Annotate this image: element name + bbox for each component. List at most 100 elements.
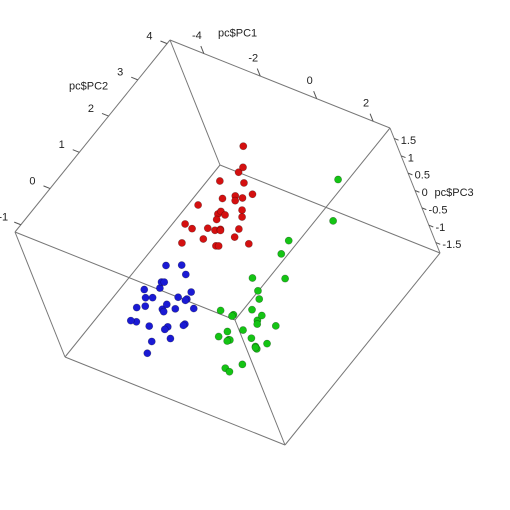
point bbox=[160, 325, 169, 334]
y-tick-label: 0 bbox=[29, 175, 35, 187]
point bbox=[247, 334, 256, 343]
point bbox=[216, 306, 225, 315]
point bbox=[162, 261, 170, 270]
x-tick-label: -2 bbox=[248, 53, 258, 65]
box-edge bbox=[14, 39, 171, 233]
point bbox=[181, 270, 190, 279]
box bbox=[14, 39, 441, 446]
point bbox=[231, 196, 240, 205]
x-axis-label: pc$PC1 bbox=[218, 27, 257, 39]
box-edge bbox=[14, 231, 236, 321]
x-tick bbox=[200, 45, 205, 54]
point bbox=[179, 321, 188, 330]
point bbox=[166, 334, 175, 343]
point bbox=[253, 320, 262, 328]
point bbox=[203, 224, 212, 233]
point bbox=[230, 233, 239, 242]
point bbox=[148, 293, 157, 302]
y-tick bbox=[101, 112, 109, 117]
point bbox=[126, 316, 135, 325]
point bbox=[284, 236, 293, 245]
point bbox=[178, 239, 186, 247]
point bbox=[216, 226, 225, 235]
point bbox=[160, 278, 169, 287]
point bbox=[141, 293, 150, 302]
z-tick bbox=[435, 242, 441, 245]
y-tick bbox=[160, 40, 168, 45]
point bbox=[194, 201, 203, 209]
x-tick-label: 0 bbox=[307, 75, 313, 87]
point bbox=[174, 293, 183, 302]
z-tick-label: -1 bbox=[435, 222, 445, 234]
x-tick bbox=[313, 90, 318, 99]
y-tick bbox=[43, 185, 51, 189]
box-edge bbox=[234, 319, 286, 446]
point bbox=[334, 175, 342, 184]
box-edge bbox=[64, 356, 286, 446]
box-edge bbox=[169, 39, 221, 166]
y-tick-label: 4 bbox=[146, 30, 152, 42]
z-tick bbox=[421, 207, 427, 211]
point bbox=[239, 142, 248, 151]
box-edge bbox=[14, 231, 66, 358]
x-tick-label: -4 bbox=[192, 30, 202, 42]
y-tick-label: 1 bbox=[59, 139, 65, 151]
point bbox=[159, 307, 168, 316]
point bbox=[239, 326, 247, 334]
y-tick-label: 2 bbox=[88, 103, 94, 115]
z-tick-label: 0.5 bbox=[415, 170, 430, 182]
point bbox=[248, 305, 256, 314]
point bbox=[223, 337, 232, 345]
box-edge bbox=[284, 252, 441, 446]
z-tick-label: 1 bbox=[408, 152, 414, 164]
z-tick-label: 1.5 bbox=[401, 135, 416, 147]
point bbox=[141, 302, 150, 311]
point bbox=[171, 304, 180, 313]
point bbox=[132, 303, 141, 312]
point bbox=[234, 168, 243, 177]
point bbox=[221, 211, 229, 219]
point bbox=[244, 239, 253, 248]
point bbox=[271, 321, 280, 330]
y-tick-label: -1 bbox=[0, 212, 8, 224]
axes: -4-202pc$PC1-101234pc$PC2-1.5-1-0.500.51… bbox=[0, 27, 474, 251]
y-tick bbox=[14, 221, 22, 226]
point bbox=[248, 274, 257, 282]
point bbox=[248, 190, 257, 199]
point bbox=[225, 367, 234, 376]
point bbox=[255, 295, 264, 303]
y-tick-label: 3 bbox=[117, 67, 123, 79]
point bbox=[177, 261, 186, 270]
point bbox=[238, 194, 247, 202]
point bbox=[281, 274, 290, 283]
point bbox=[277, 250, 286, 258]
point bbox=[228, 312, 236, 320]
point bbox=[188, 224, 196, 233]
point bbox=[162, 300, 171, 309]
point bbox=[214, 332, 223, 341]
point bbox=[257, 311, 266, 320]
z-tick-label: -0.5 bbox=[429, 204, 448, 216]
point bbox=[189, 304, 198, 313]
z-tick bbox=[414, 190, 420, 193]
z-tick-label: -1.5 bbox=[442, 239, 461, 251]
point bbox=[143, 349, 152, 358]
point bbox=[239, 163, 247, 172]
z-tick bbox=[393, 137, 399, 141]
point bbox=[263, 339, 271, 348]
point bbox=[140, 285, 149, 294]
x-tick bbox=[369, 113, 374, 122]
point bbox=[234, 225, 243, 233]
point bbox=[251, 343, 260, 352]
point bbox=[214, 242, 223, 250]
point bbox=[240, 179, 248, 187]
points bbox=[126, 142, 342, 376]
point bbox=[215, 177, 224, 185]
point bbox=[145, 322, 154, 331]
z-tick bbox=[407, 172, 413, 176]
point bbox=[199, 235, 208, 243]
x-tick bbox=[256, 68, 261, 77]
box-edge bbox=[219, 164, 441, 254]
point bbox=[238, 360, 247, 369]
point bbox=[187, 288, 196, 296]
